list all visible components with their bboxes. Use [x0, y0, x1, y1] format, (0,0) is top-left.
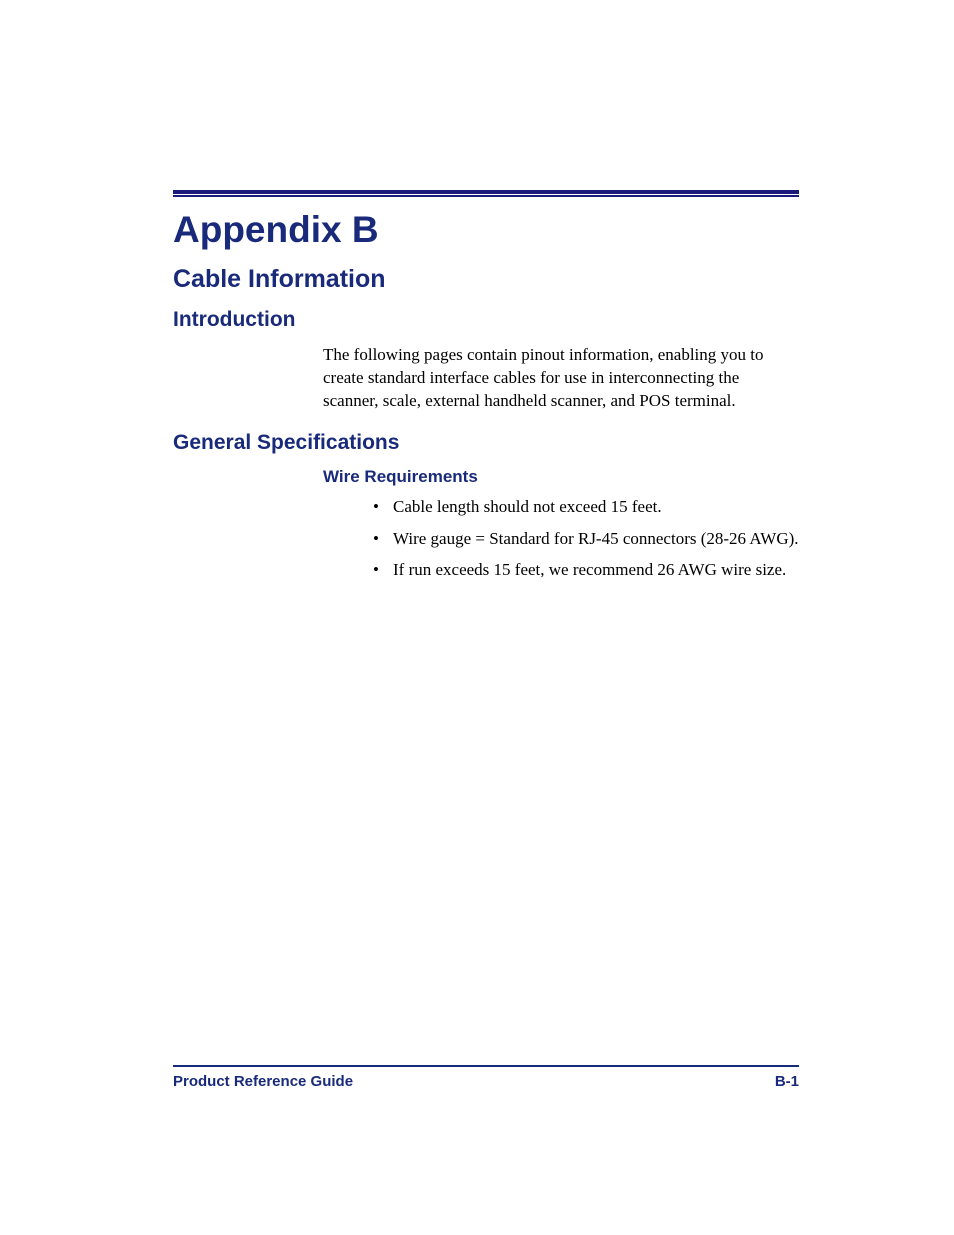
section-introduction-title: Introduction: [173, 308, 799, 332]
list-item: Cable length should not exceed 15 feet.: [373, 495, 799, 519]
top-horizontal-rule: [173, 190, 799, 197]
wire-requirements-list: Cable length should not exceed 15 feet. …: [373, 495, 799, 582]
section-general-specifications-title: General Specifications: [173, 431, 799, 455]
appendix-title: Appendix B: [173, 209, 799, 251]
subsection-wire-requirements-title: Wire Requirements: [323, 467, 799, 487]
list-item: Wire gauge = Standard for RJ-45 connecto…: [373, 527, 799, 551]
footer-guide-name: Product Reference Guide: [173, 1073, 353, 1090]
page-footer: Product Reference Guide B-1: [173, 1065, 799, 1090]
footer-page-number: B-1: [775, 1073, 799, 1090]
chapter-title: Cable Information: [173, 265, 799, 294]
introduction-body-text: The following pages contain pinout infor…: [323, 344, 799, 413]
footer-horizontal-rule: [173, 1065, 799, 1067]
list-item: If run exceeds 15 feet, we recommend 26 …: [373, 558, 799, 582]
